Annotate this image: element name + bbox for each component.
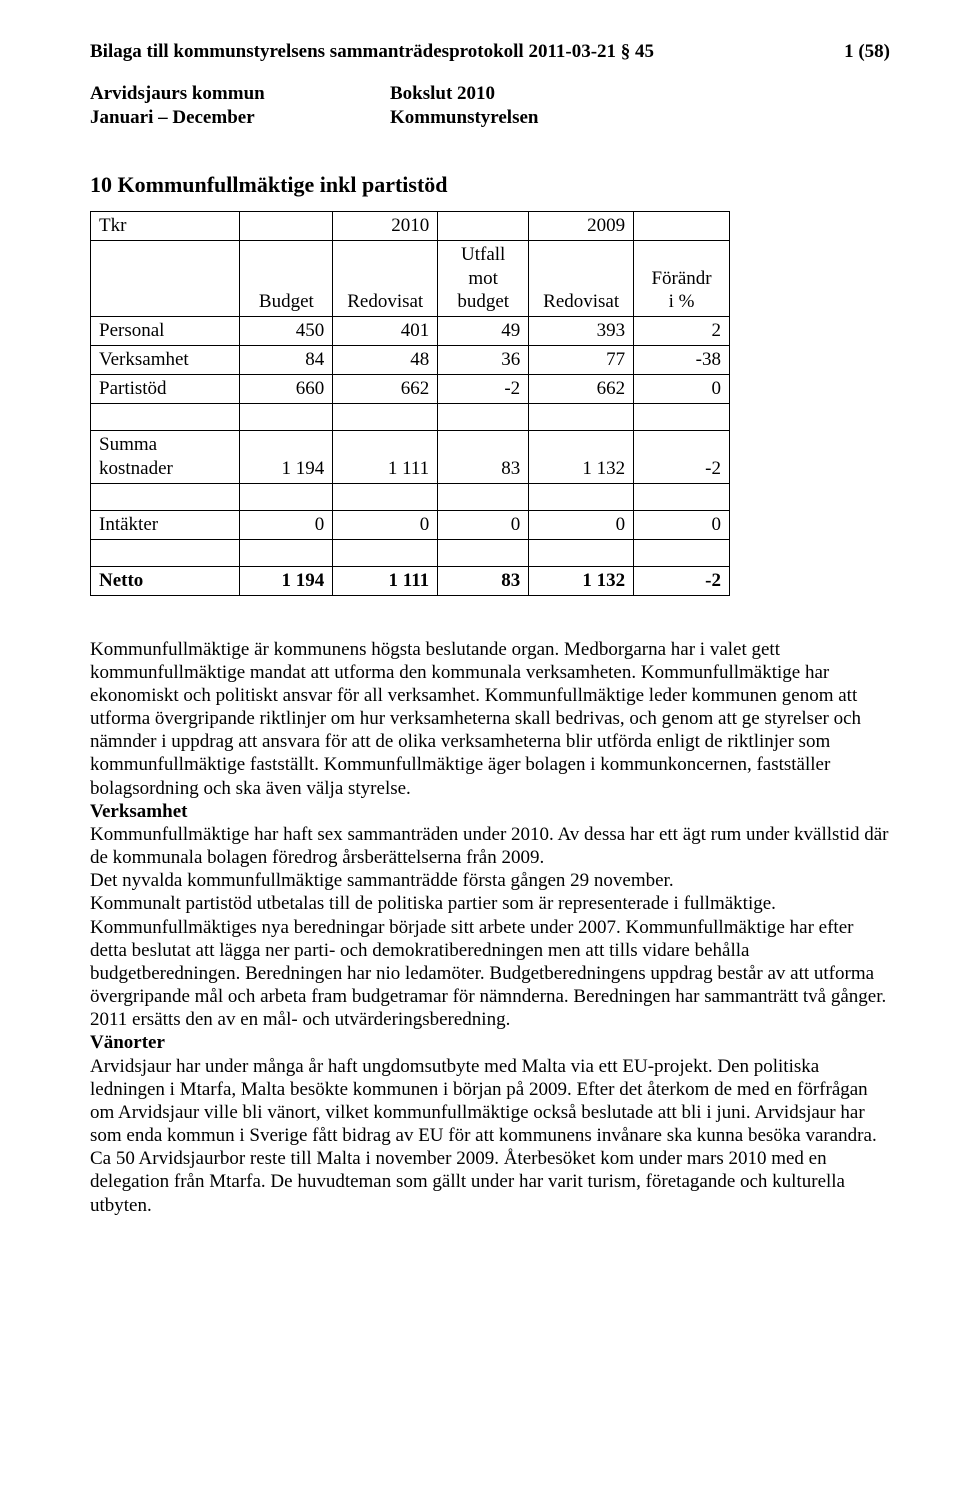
row-label: Verksamhet [91, 346, 240, 375]
th-utfall-l3: budget [457, 291, 509, 312]
table-empty-row [91, 483, 730, 510]
row-cell: -2 [438, 375, 529, 404]
table-empty-row [91, 404, 730, 431]
th-utfall-l1: Utfall [461, 244, 505, 265]
row-label: Summa kostnader [91, 431, 240, 484]
th-blank-2 [438, 211, 529, 240]
row-label: Netto [91, 566, 240, 595]
committee: Kommunstyrelsen [390, 106, 538, 130]
row-cell: 83 [438, 431, 529, 484]
row-cell: 1 194 [240, 566, 333, 595]
th-year-2009: 2009 [529, 211, 634, 240]
row-cell: 84 [240, 346, 333, 375]
row-cell: -2 [634, 566, 730, 595]
row-cell: 393 [529, 317, 634, 346]
row-cell: 1 111 [333, 431, 438, 484]
row-cell: 48 [333, 346, 438, 375]
table-row: Verksamhet 84 48 36 77 -38 [91, 346, 730, 375]
period: Januari – December [90, 106, 390, 130]
verksamhet-heading: Verksamhet [90, 800, 890, 823]
org-name: Arvidsjaurs kommun [90, 82, 390, 106]
table-empty-row [91, 539, 730, 566]
header-title: Bilaga till kommunstyrelsens sammanträde… [90, 40, 654, 64]
row-cell: 1 132 [529, 566, 634, 595]
th-blank-1 [240, 211, 333, 240]
row-cell: 0 [529, 510, 634, 539]
row-cell: 660 [240, 375, 333, 404]
row-cell: 662 [333, 375, 438, 404]
row-cell: 0 [240, 510, 333, 539]
page-number: 1 (58) [844, 40, 890, 64]
table-row-netto: Netto 1 194 1 111 83 1 132 -2 [91, 566, 730, 595]
row-cell: -2 [634, 431, 730, 484]
row-cell: -38 [634, 346, 730, 375]
report-name: Bokslut 2010 [390, 82, 495, 106]
row-cell: 2 [634, 317, 730, 346]
th-forandr-l1: Förändr [651, 268, 711, 289]
vanorter-heading: Vänorter [90, 1031, 890, 1054]
header-title-row: Bilaga till kommunstyrelsens sammanträde… [90, 40, 890, 64]
row-cell: 83 [438, 566, 529, 595]
row-cell: 662 [529, 375, 634, 404]
th-empty-label [91, 240, 240, 316]
row-cell: 401 [333, 317, 438, 346]
th-forandr-l2: i % [669, 291, 695, 312]
finance-table: Tkr 2010 2009 Budget Redovisat Utfall mo… [90, 211, 730, 596]
header-subrow-1: Arvidsjaurs kommun Bokslut 2010 [90, 82, 890, 106]
th-redovisat: Redovisat [333, 240, 438, 316]
row-label: Partistöd [91, 375, 240, 404]
th-budget: Budget [240, 240, 333, 316]
vanorter-paragraph: Arvidsjaur har under många år haft ungdo… [90, 1055, 890, 1217]
row-cell: 0 [634, 375, 730, 404]
th-tkr: Tkr [91, 211, 240, 240]
th-forandr: Förändr i % [634, 240, 730, 316]
verksamhet-paragraph: Kommunfullmäktige har haft sex sammanträ… [90, 823, 890, 1032]
row-cell: 1 132 [529, 431, 634, 484]
row-cell: 1 111 [333, 566, 438, 595]
table-row: Personal 450 401 49 393 2 [91, 317, 730, 346]
table-row: Partistöd 660 662 -2 662 0 [91, 375, 730, 404]
th-blank-3 [634, 211, 730, 240]
table-row: Intäkter 0 0 0 0 0 [91, 510, 730, 539]
row-cell: 0 [634, 510, 730, 539]
row-cell: 0 [438, 510, 529, 539]
th-utfall: Utfall mot budget [438, 240, 529, 316]
row-cell: 1 194 [240, 431, 333, 484]
th-year-2010: 2010 [333, 211, 438, 240]
header-subrow-2: Januari – December Kommunstyrelsen [90, 106, 890, 130]
row-cell: 0 [333, 510, 438, 539]
section-title: 10 Kommunfullmäktige inkl partistöd [90, 171, 890, 199]
th-redovisat-2: Redovisat [529, 240, 634, 316]
row-cell: 49 [438, 317, 529, 346]
row-cell: 36 [438, 346, 529, 375]
table-row: Summa kostnader 1 194 1 111 83 1 132 -2 [91, 431, 730, 484]
intro-paragraph: Kommunfullmäktige är kommunens högsta be… [90, 638, 890, 800]
row-cell: 450 [240, 317, 333, 346]
th-utfall-l2: mot [468, 268, 498, 289]
row-label: Intäkter [91, 510, 240, 539]
row-label: Personal [91, 317, 240, 346]
row-cell: 77 [529, 346, 634, 375]
